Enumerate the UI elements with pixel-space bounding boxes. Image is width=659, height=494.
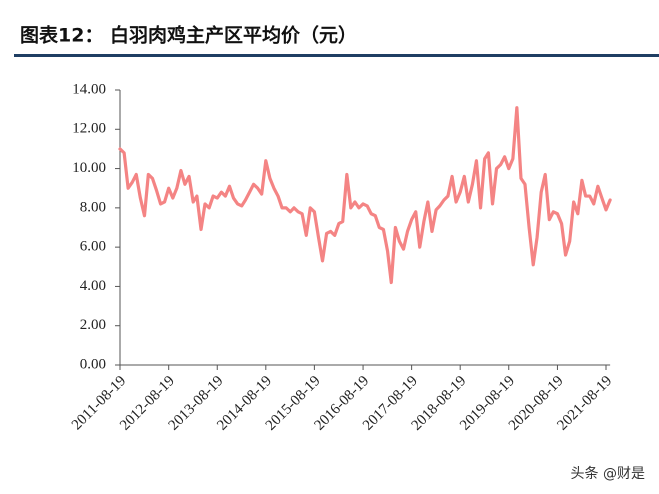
price-line	[118, 106, 612, 285]
y-tick-label: 0.00	[80, 356, 106, 372]
y-tick-label: 6.00	[80, 239, 106, 255]
y-tick-label: 2.00	[80, 317, 106, 333]
y-tick-label: 4.00	[80, 278, 106, 294]
chart-title: 图表12： 白羽肉鸡主产区平均价（元）	[20, 24, 357, 47]
y-tick-label: 8.00	[80, 199, 106, 215]
watermark: 头条 @财是	[571, 465, 645, 482]
y-tick-label: 12.00	[72, 121, 106, 137]
y-tick-label: 14.00	[72, 81, 106, 97]
title-rule	[14, 54, 659, 57]
y-tick-label: 10.00	[72, 160, 106, 176]
